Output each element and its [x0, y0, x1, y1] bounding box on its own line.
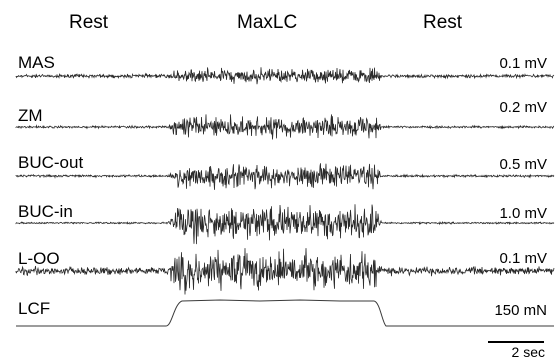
scale-label-lcf: 150 mN — [494, 302, 547, 319]
scale-label-zm: 0.2 mV — [499, 99, 547, 116]
scale-label-buc-out: 0.5 mV — [499, 156, 547, 173]
trace-mas — [15, 67, 555, 85]
channel-label-lcf: LCF — [18, 299, 51, 318]
scale-label-l-oo: 0.1 mV — [499, 250, 547, 267]
channel-label-mas: MAS — [18, 53, 55, 72]
trace-l-oo — [15, 248, 555, 295]
channel-label-buc-out: BUC-out — [18, 153, 84, 172]
channel-label-buc-in: BUC-in — [18, 202, 73, 221]
scale-label-buc-in: 1.0 mV — [499, 205, 547, 222]
phase-label-rest-1: Rest — [69, 12, 109, 33]
channel-label-zm: ZM — [18, 106, 43, 125]
phase-label-maxlc: MaxLC — [237, 12, 298, 33]
phase-label-rest-2: Rest — [423, 12, 463, 33]
scale-label-mas: 0.1 mV — [499, 55, 547, 72]
trace-lcf — [16, 299, 554, 327]
channel-label-l-oo: L-OO — [18, 249, 60, 268]
time-scale-label: 2 sec — [511, 344, 545, 360]
trace-buc-out — [15, 163, 555, 190]
trace-zm — [15, 114, 555, 140]
trace-buc-in — [15, 204, 555, 245]
